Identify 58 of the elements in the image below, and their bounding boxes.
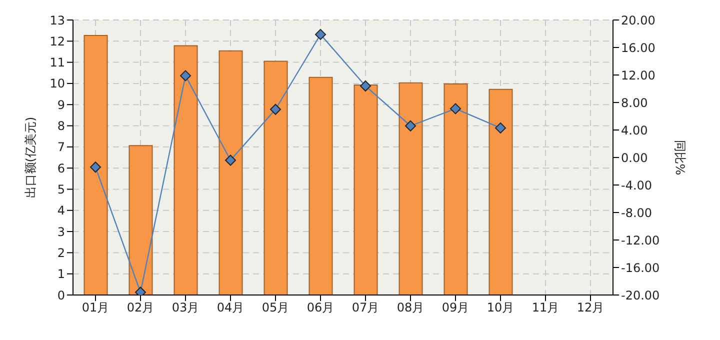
x-tick-label: 09月 bbox=[442, 300, 470, 315]
y2-tick-label: -12.00 bbox=[621, 233, 660, 248]
y2-tick-label: 0.00 bbox=[621, 150, 648, 165]
y-tick-label: 8 bbox=[57, 119, 65, 134]
y-tick-label: 10 bbox=[50, 76, 65, 91]
y2-tick-label: 8.00 bbox=[621, 96, 648, 110]
y-tick-label: 2 bbox=[57, 246, 65, 260]
point bbox=[495, 122, 506, 134]
y-tick-label: 3 bbox=[57, 224, 65, 239]
bar bbox=[444, 83, 468, 295]
bar bbox=[354, 84, 378, 295]
bar bbox=[218, 50, 243, 295]
y2-tick-label: -8.00 bbox=[621, 206, 652, 220]
y-tick-label: 1 bbox=[57, 267, 65, 282]
y-axis-title: 出口额(亿美元) bbox=[23, 116, 38, 198]
x-tick-label: 03月 bbox=[172, 300, 200, 315]
y2-tick-label: 20.00 bbox=[621, 13, 656, 28]
y-tick-label: 6 bbox=[57, 161, 65, 176]
y2-tick-label: 4.00 bbox=[621, 123, 648, 138]
y2-axis-title: 同比% bbox=[672, 140, 687, 176]
bar bbox=[84, 34, 108, 295]
bar bbox=[488, 88, 513, 295]
y-tick-label: 13 bbox=[50, 13, 65, 28]
y-tick-label: 0 bbox=[57, 288, 65, 302]
bar bbox=[308, 76, 333, 295]
bar bbox=[264, 60, 288, 295]
bar bbox=[128, 145, 153, 295]
y-tick-label: 5 bbox=[57, 182, 65, 196]
x-tick-label: 04月 bbox=[216, 300, 244, 315]
y2-tick-label: -4.00 bbox=[621, 178, 652, 192]
x-tick-label: 11月 bbox=[532, 300, 560, 315]
y2-tick-label: 16.00 bbox=[621, 40, 656, 55]
point bbox=[270, 104, 281, 115]
y2-tick-label: -16.00 bbox=[621, 260, 660, 275]
x-tick-label: 01月 bbox=[82, 300, 110, 315]
bar bbox=[398, 82, 423, 295]
point bbox=[450, 103, 461, 114]
point bbox=[90, 162, 101, 173]
x-tick-label: 02月 bbox=[126, 300, 154, 315]
point bbox=[225, 154, 236, 166]
y-tick-label: 9 bbox=[57, 98, 65, 112]
y-tick-label: 7 bbox=[57, 140, 65, 154]
point bbox=[180, 70, 191, 82]
x-tick-label: 08月 bbox=[396, 300, 424, 315]
bar bbox=[174, 45, 198, 295]
x-tick-label: 10月 bbox=[486, 300, 514, 315]
point bbox=[360, 80, 371, 92]
y2-tick-label: -20.00 bbox=[621, 288, 660, 302]
y-tick-label: 11 bbox=[50, 56, 65, 70]
x-tick-label: 06月 bbox=[306, 300, 334, 315]
y2-tick-label: 12.00 bbox=[621, 68, 656, 82]
point bbox=[405, 120, 416, 132]
y-tick-label: 12 bbox=[50, 34, 65, 48]
x-tick-label: 12月 bbox=[576, 300, 604, 315]
point bbox=[315, 28, 326, 40]
x-tick-label: 05月 bbox=[262, 300, 290, 315]
y-tick-label: 4 bbox=[57, 204, 65, 218]
x-tick-label: 07月 bbox=[352, 300, 380, 315]
